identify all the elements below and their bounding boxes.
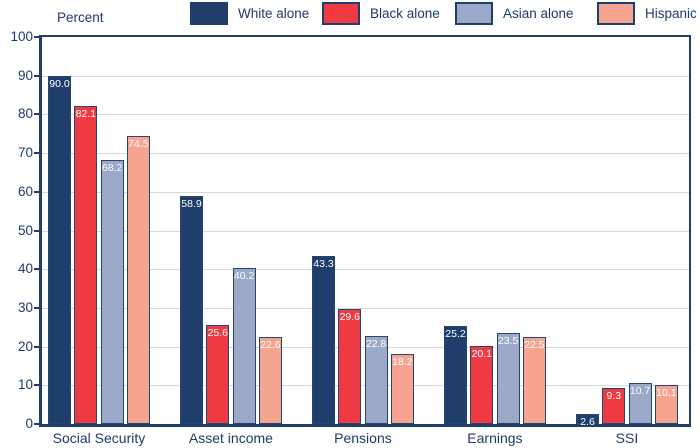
y-tick-label: 100 [10, 29, 33, 44]
gridline [42, 153, 689, 155]
legend-label: Asian alone [503, 6, 574, 21]
bar: 82.1 [74, 106, 98, 424]
bar-value-label: 20.1 [471, 348, 493, 361]
bar-value-label: 68.2 [101, 162, 123, 175]
bar: 29.6 [338, 309, 362, 424]
y-tick-mark [34, 423, 39, 425]
bar-value-label: 29.6 [339, 311, 361, 324]
bar-value-label: 9.3 [606, 390, 622, 403]
bar: 40.2 [232, 268, 256, 424]
y-tick-mark [34, 36, 39, 38]
bar-value-label: 2.6 [580, 415, 595, 428]
y-tick-mark [34, 268, 39, 271]
y-tick-label: 70 [17, 145, 33, 161]
y-tick-label: 50 [17, 222, 33, 238]
bar-value-label: 25.6 [207, 326, 229, 339]
gridline [42, 230, 689, 232]
bar-value-label: 10.7 [629, 384, 651, 397]
bar: 10.1 [654, 384, 678, 424]
bar-value-label: 18.2 [392, 355, 413, 368]
y-tick-label: 0 [25, 416, 33, 431]
y-tick-mark [34, 345, 39, 348]
bar: 10.7 [628, 382, 652, 424]
legend: White alone Black alone Asian alone Hispani… [0, 0, 700, 30]
bar-value-label: 23.5 [497, 335, 519, 348]
bar: 43.3 [312, 256, 335, 424]
bar-value-label: 25.2 [445, 328, 466, 341]
y-axis-title: Percent [57, 10, 104, 25]
legend-item: Hispanic [597, 2, 697, 25]
legend-swatch [322, 2, 360, 25]
bar: 90.0 [48, 75, 71, 424]
gridline [42, 307, 689, 309]
bar-value-label: 10.1 [656, 386, 677, 399]
legend-label: White alone [238, 6, 310, 21]
x-category-label: Asset income [188, 430, 273, 446]
bar: 25.6 [206, 324, 230, 424]
bar: 68.2 [100, 160, 124, 424]
bar: 18.2 [390, 353, 414, 424]
y-tick-label: 10 [17, 377, 33, 393]
y-tick-label: 60 [17, 183, 33, 199]
bar-value-label: 22.6 [260, 338, 281, 351]
legend-swatch [597, 2, 635, 25]
plot-inner: 90.0 82.1 68.2 74.5 58.9 25.6 40.2 22.6 43.3 29.6… [42, 37, 689, 428]
x-category-label: Pensions [334, 430, 392, 446]
bar: 25.2 [444, 326, 467, 424]
gridline [42, 191, 689, 193]
legend-item: Asian alone [455, 2, 574, 25]
legend-swatch [190, 2, 228, 25]
plot-area: 90.0 82.1 68.2 74.5 58.9 25.6 40.2 22.6 43.3 29.6… [39, 35, 691, 428]
bar: 20.1 [470, 346, 494, 424]
bar: 74.5 [126, 135, 150, 424]
y-tick-mark [34, 113, 39, 116]
bar-value-label: 22.5 [524, 338, 545, 351]
bar: 23.5 [496, 333, 520, 424]
legend-label: Black alone [370, 6, 440, 21]
bar-value-label: 40.2 [233, 270, 255, 283]
bar: 9.3 [602, 388, 626, 424]
legend-swatch [455, 2, 493, 25]
gridline [42, 75, 689, 77]
gridline [42, 114, 689, 116]
legend-item: Black alone [322, 2, 440, 25]
bar-value-label: 74.5 [128, 137, 149, 150]
x-category-label: Social Security [52, 430, 146, 446]
bar: 2.6 [576, 413, 599, 428]
y-tick-mark [34, 152, 39, 155]
y-tick-label: 30 [17, 299, 33, 315]
bar-value-label: 58.9 [181, 198, 202, 211]
bar-value-label: 22.8 [365, 337, 387, 350]
y-tick-label: 20 [17, 338, 33, 354]
y-tick-label: 40 [17, 261, 33, 277]
bar-value-label: 82.1 [75, 108, 97, 121]
y-tick-mark [34, 229, 39, 232]
bar: 22.6 [258, 336, 282, 424]
gridline [42, 269, 689, 271]
y-tick-mark [34, 384, 39, 387]
y-tick-mark [34, 306, 39, 309]
legend-item: White alone [190, 2, 309, 25]
bar-value-label: 90.0 [49, 77, 70, 90]
bar-value-label: 43.3 [313, 258, 334, 271]
bar: 22.5 [522, 336, 546, 424]
y-tick-label: 90 [17, 67, 33, 83]
y-tick-label: 80 [17, 106, 33, 122]
y-tick-mark [34, 190, 39, 193]
x-category-label: Earnings [467, 430, 523, 446]
y-tick-mark [34, 74, 39, 77]
bar: 22.8 [364, 335, 388, 424]
bar: 58.9 [180, 196, 203, 424]
legend-label: Hispanic [645, 6, 697, 21]
x-category-label: SSI [615, 430, 639, 446]
